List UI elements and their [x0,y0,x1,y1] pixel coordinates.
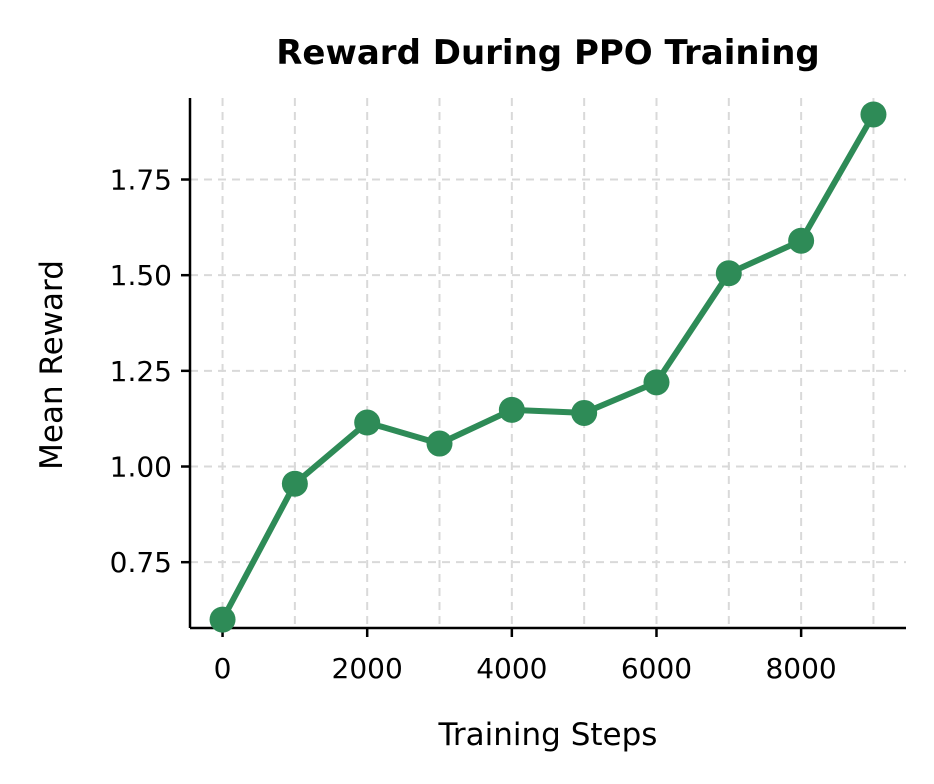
x-tick-label: 4000 [476,652,547,685]
data-point [715,260,742,287]
data-point [571,399,598,426]
y-tick-label: 1.25 [110,355,172,388]
x-tick-label: 6000 [621,652,692,685]
y-tick-label: 1.00 [110,451,172,484]
data-point [788,227,815,254]
y-tick-label: 1.50 [110,259,172,292]
data-point [281,470,308,497]
y-tick-label: 0.75 [110,546,172,579]
x-axis-label: Training Steps [438,717,658,753]
series-line [219,111,877,623]
ticks: 0 2000 4000 6000 8000 0.75 1.00 1.25 1.50 1.75 [110,164,837,685]
data-point [354,409,381,436]
axes [188,98,906,630]
x-tick-label: 0 [214,652,232,685]
series-group [209,101,887,633]
data-point [498,396,525,423]
data-point [209,606,236,633]
y-tick-label: 1.75 [110,164,172,197]
grid [190,98,906,628]
data-point [643,369,670,396]
data-point [860,101,887,128]
data-point [426,430,453,457]
y-axis-label: Mean Reward [34,260,70,470]
x-tick-label: 2000 [332,652,403,685]
chart-title: Reward During PPO Training [276,33,820,73]
x-tick-label: 8000 [765,652,836,685]
